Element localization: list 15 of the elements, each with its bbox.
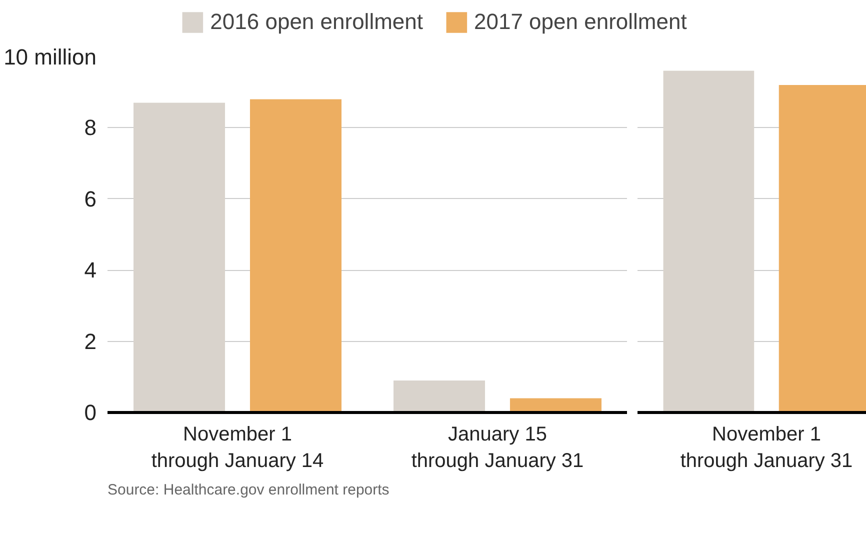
y-tick-label: 0: [84, 400, 97, 425]
bar: [250, 99, 342, 412]
legend-label: 2016 open enrollment: [210, 9, 423, 35]
source-note: Source: Healthcare.gov enrollment reports: [108, 482, 390, 498]
x-tick-label: November 1 through January 31: [680, 424, 853, 472]
y-tick-label: 10 million: [4, 44, 97, 70]
y-tick-label: 4: [84, 258, 97, 283]
y-tick-label: 6: [84, 186, 97, 212]
x-tick-label: January 15 through January 31: [411, 424, 584, 472]
x-tick-label: November 1 through January 14: [151, 424, 324, 472]
bar: [394, 380, 486, 412]
legend-label: 2017 open enrollment: [474, 9, 687, 35]
y-tick-label: 8: [84, 115, 97, 140]
y-tick-label: 2: [84, 328, 97, 354]
bar: [134, 102, 226, 412]
